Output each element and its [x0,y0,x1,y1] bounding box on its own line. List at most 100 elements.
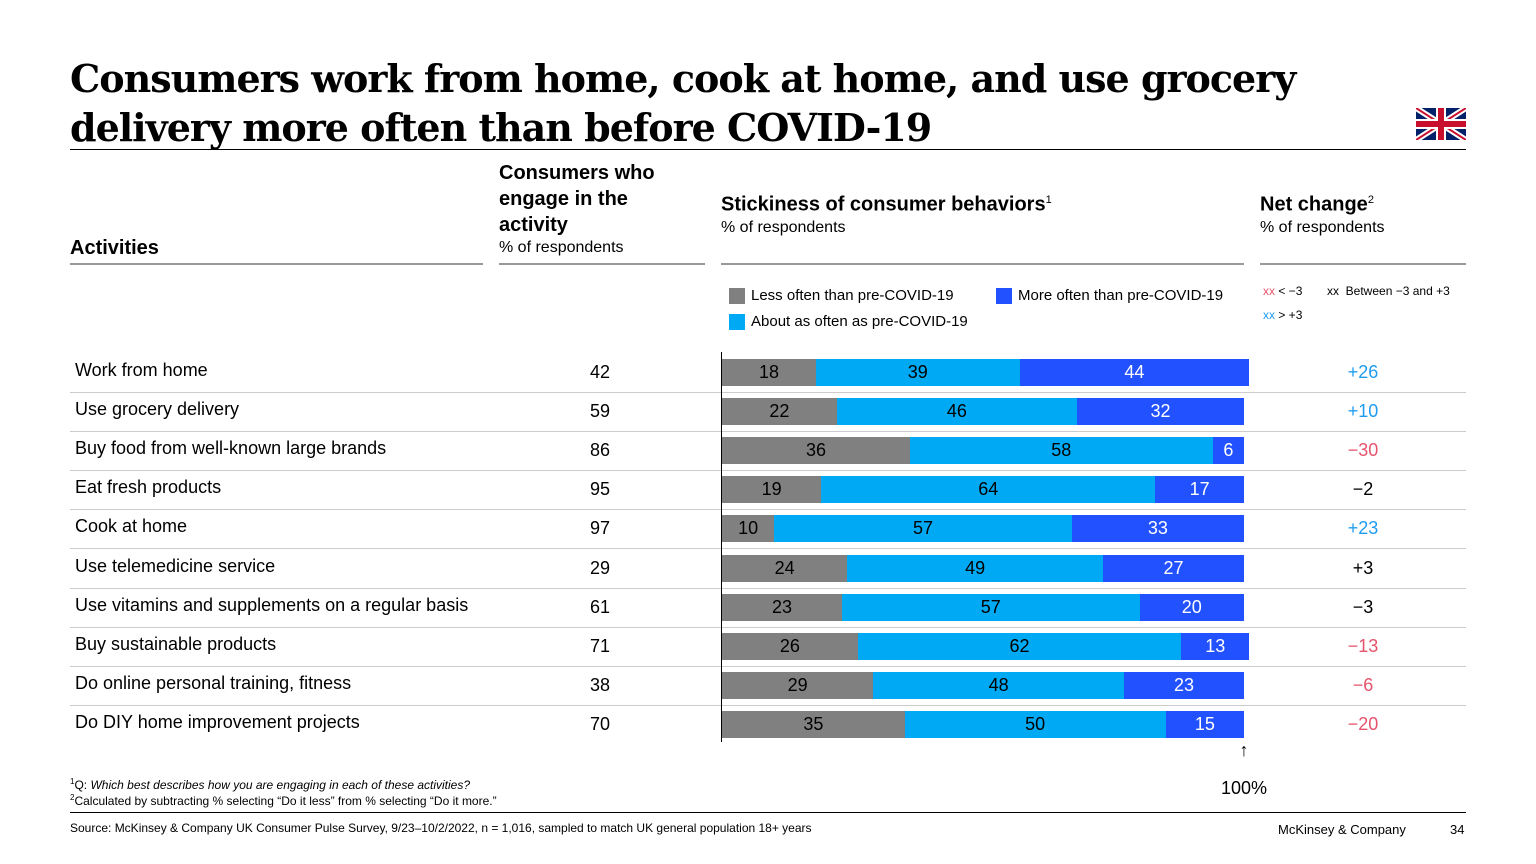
net-change-value: −2 [1352,479,1374,499]
bar-segment: 49 [847,555,1104,582]
fn1-text: Which best describes how you are engagin… [90,778,471,792]
bar-data-label: 35 [803,714,824,734]
footer-brand: McKinsey & Company [1278,822,1406,837]
stickiness-title: Stickiness of consumer behaviors [721,193,1046,216]
bar-data-label: 62 [1009,636,1030,656]
chart-axis [721,352,722,742]
bar-data-label: 57 [980,597,1001,617]
row-separator [70,666,1466,667]
row-label: Eat fresh products [75,477,222,497]
net-change-value: +26 [1347,362,1379,382]
bar-data-label: 23 [1173,675,1194,695]
stickiness-sub: % of respondents [721,218,846,236]
bar-data-label: 36 [805,440,826,460]
engage-header-title: Consumers who engage in the activity [499,162,655,236]
legend-about: About as often as pre-COVID-19 [729,313,968,330]
marker-label: 100% [1220,778,1268,798]
bar-segment: 27 [1103,555,1244,582]
net-header: Net change2 % of respondents [1260,187,1385,238]
bar-data-label: 33 [1147,518,1168,538]
source-note: Source: McKinsey & Company UK Consumer P… [70,821,812,835]
legend-positive: xx > +3 [1263,308,1302,322]
bar-data-label: 20 [1181,597,1202,617]
legend-label-more: More often than pre-COVID-19 [1018,287,1224,304]
bar-segment: 44 [1019,359,1250,386]
engage-value: 42 [589,362,611,382]
bar-data-label: 15 [1194,714,1215,734]
row-label: Buy sustainable products [75,634,277,654]
bar-data-label: 13 [1205,636,1226,656]
bar-segment: 46 [836,398,1077,425]
net-change-value: −13 [1347,636,1379,656]
bar-data-label: 26 [779,636,800,656]
row-label: Use grocery delivery [75,399,240,419]
stickiness-sup: 1 [1045,194,1052,206]
bar-data-label: 39 [907,362,928,382]
row-label: Cook at home [75,516,188,536]
legend-neg-text: < −3 [1278,284,1303,298]
engage-value: 38 [589,675,611,695]
net-change-value: +23 [1347,518,1379,538]
row-separator [70,431,1466,432]
bar-segment: 13 [1181,633,1250,660]
row-label: Use vitamins and supplements on a regula… [75,595,469,615]
fn1-sup: 1 [70,777,75,786]
bar-data-label: 57 [912,518,933,538]
engage-value: 59 [589,401,611,421]
legend-neutral: xx Between −3 and +3 [1327,284,1450,298]
bar-data-label: 46 [946,401,967,421]
bar-segment: 23 [722,594,843,621]
row-label: Work from home [75,360,208,380]
bar-segment: 22 [722,398,837,425]
title-rule [70,149,1466,150]
row-separator [70,509,1466,510]
net-change-value: −20 [1347,714,1379,734]
bar-segment: 29 [722,672,874,699]
engage-value: 29 [589,558,611,578]
legend-pos-xx: xx [1263,308,1275,322]
footnote-1: 1Q: Which best describes how you are eng… [70,777,470,792]
bar-data-label: 24 [774,558,795,578]
stickiness-rule [721,263,1244,265]
row-label: Use telemedicine service [75,556,276,576]
legend-more: More often than pre-COVID-19 [996,287,1223,304]
legend-negative: xx < −3 [1263,284,1302,298]
fn1-prefix: Q: [74,778,91,792]
bar-segment: 32 [1076,398,1244,425]
row-separator [70,470,1466,471]
engage-value: 97 [589,518,611,538]
row-separator [70,705,1466,706]
bar-segment: 10 [722,515,775,542]
engage-header-sub: % of respondents [499,239,624,256]
bar-segment: 39 [815,359,1020,386]
legend-swatch-less [729,287,745,304]
legend-swatch-about [729,313,745,330]
legend-pos-text: > +3 [1278,308,1303,322]
bar-segment: 33 [1071,515,1244,542]
engage-header: Consumers who engage in the activity % o… [499,160,699,258]
bar-data-label: 48 [988,675,1009,695]
arrow-up-icon: ↑ [1239,740,1249,760]
net-change-value: −3 [1352,597,1374,617]
row-separator [70,392,1466,393]
bar-segment: 62 [857,633,1182,660]
row-label: Do online personal training, fitness [75,673,352,693]
bar-data-label: 50 [1025,714,1046,734]
bar-data-label: 64 [978,479,999,499]
bar-segment: 58 [909,437,1213,464]
bar-data-label: 58 [1051,440,1072,460]
engage-value: 86 [589,440,611,460]
bar-data-label: 19 [761,479,782,499]
net-rule [1260,263,1466,265]
bar-segment: 19 [722,476,822,503]
bar-segment: 26 [722,633,858,660]
bar-segment: 6 [1212,437,1244,464]
fn2-sup: 2 [70,793,75,802]
row-separator [70,588,1466,589]
page-number: 34 [1450,822,1465,837]
legend-neg-xx: xx [1263,284,1275,298]
engage-value: 95 [589,479,611,499]
bar-segment: 24 [722,555,848,582]
net-title: Net change [1260,193,1368,216]
legend-mid-text: Between −3 and +3 [1345,284,1450,298]
